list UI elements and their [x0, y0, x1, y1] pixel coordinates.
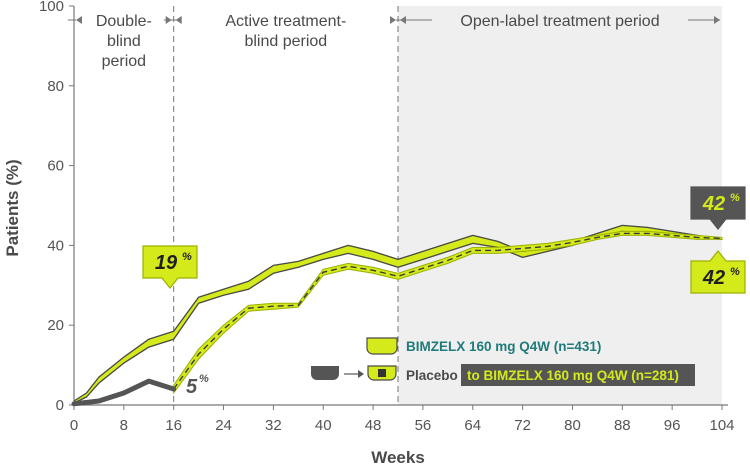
callout-bimzelx-week104-value: 42: [702, 193, 725, 215]
callout-bimzelx-week16: 19%: [142, 245, 198, 289]
period-label: Open-label treatment period: [460, 13, 659, 30]
callout-placebo-week16: 5%: [186, 373, 209, 398]
x-tick-label: 80: [564, 417, 581, 434]
callouts: 19 %5 %42 %42%: [142, 186, 746, 398]
period-arrow-head-left: [76, 16, 82, 24]
legend-item-bimzelx: BIMZELX 160 mg Q4W (n=431): [366, 337, 601, 355]
callout-placebo-unit: %: [199, 373, 209, 385]
y-tick-label: 60: [47, 158, 64, 175]
x-tick-label: 56: [415, 417, 432, 434]
y-tick-label: 40: [47, 237, 64, 254]
bimzelx-series-upper-edge: [73, 224, 723, 402]
switch-series-dashed-line: [173, 232, 723, 390]
callout-bimzelx-week16-unit: %: [182, 251, 192, 263]
period-label: blind period: [244, 33, 327, 50]
x-tick-label: 64: [464, 417, 481, 434]
x-tick-label: 96: [664, 417, 681, 434]
period-label: period: [102, 53, 146, 70]
callout-switch-week104-unit: %: [730, 266, 740, 278]
period-labels: Double-blind period Active treatment-blind…: [67, 6, 720, 405]
series-layer: [71, 224, 723, 407]
callout-bimzelx-week104: 42%: [690, 186, 746, 230]
x-tick-label: 104: [709, 417, 734, 434]
callout-bimzelx-week104-box: [690, 186, 746, 230]
legend-label-switch-bg: [461, 364, 695, 386]
legend-swatch-bimzelx: [366, 337, 398, 355]
callout-bimzelx-week16-value: 19: [155, 252, 178, 274]
legend-item-placebo: Placebo to BIMZELX 160 mg Q4W (n=281): [311, 364, 695, 386]
x-tick-label: 72: [514, 417, 531, 434]
x-tick-label: 40: [315, 417, 332, 434]
period-label: Active treatment-: [225, 13, 346, 30]
callout-switch-week104-box: [690, 250, 746, 294]
period-arrow-head-right: [390, 16, 396, 24]
callout-switch-week104: 42%: [690, 250, 746, 294]
y-tick-label: 20: [47, 317, 64, 334]
legend-label-switch: to BIMZELX 160 mg Q4W (n=281): [467, 368, 679, 383]
x-tick-label: 88: [614, 417, 631, 434]
axes: 0 20 40 60 80 100 0 8 16 24 32 40 48 56 64 72 80 88 96 104: [39, 0, 735, 434]
open-label-shading: [398, 6, 722, 405]
x-axis-title: Weeks: [371, 448, 425, 467]
legend-arrow-head: [358, 370, 364, 378]
callout-bimzelx-week104-unit: %: [730, 192, 740, 204]
period-arrow-head-left: [175, 16, 182, 24]
legend-swatch-placebo: [311, 366, 339, 380]
legend-label-bimzelx: BIMZELX 160 mg Q4W (n=431): [406, 339, 601, 354]
y-tick-label: 80: [47, 78, 64, 95]
x-tick-label: 0: [70, 417, 78, 434]
legend: BIMZELX 160 mg Q4W (n=431) Placebo to BIMZ…: [311, 337, 695, 386]
period-label: Double-: [96, 13, 152, 30]
legend-swatch-switch-marker: [378, 369, 386, 377]
y-tick-label: 100: [39, 0, 64, 15]
switch-series-band: [173, 230, 723, 395]
x-tick-label: 48: [365, 417, 382, 434]
x-tick-label: 32: [265, 417, 282, 434]
callout-switch-week104-value: 42: [702, 267, 725, 289]
legend-label-placebo: Placebo: [406, 368, 458, 383]
callout-placebo-value: 5: [186, 376, 198, 398]
x-tick-label: 16: [165, 417, 182, 434]
period-arrow-head-right: [714, 16, 720, 24]
callout-bimzelx-week16-box: [142, 245, 198, 289]
y-tick-label: 0: [56, 397, 64, 414]
open-label-shade: [398, 6, 722, 405]
placebo-series-line: [71, 378, 177, 407]
period-label: blind: [107, 33, 141, 50]
period-arrow-head-left: [400, 16, 406, 24]
y-axis-title: Patients (%): [3, 159, 22, 256]
x-tick-label: 8: [120, 417, 128, 434]
x-tick-label: 24: [215, 417, 232, 434]
